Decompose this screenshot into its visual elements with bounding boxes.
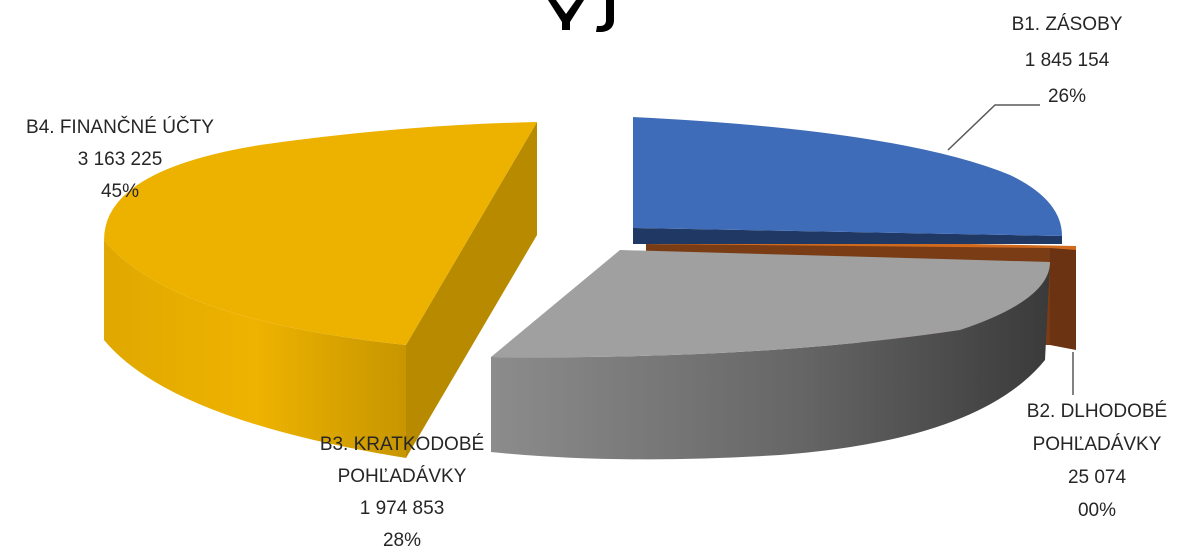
label-b3-percent: 28% — [383, 530, 421, 549]
slice-b1-face — [633, 228, 1062, 244]
data-label-b2: B2. DLHODOBÉ POHĽADÁVKY 25 074 00% — [1027, 401, 1167, 521]
slice-b3-top — [491, 250, 1050, 358]
slice-b3-side — [491, 262, 1050, 460]
label-b2-value: 25 074 — [1068, 467, 1127, 488]
label-b4-percent: 45% — [101, 181, 139, 202]
slice-b2-side — [1050, 248, 1076, 350]
data-label-b3: B3. KRATKODOBÉ POHĽADÁVKY 1 974 853 28% — [320, 434, 484, 549]
slice-b4-side — [104, 240, 406, 458]
label-b2-category-line1: B2. DLHODOBÉ — [1027, 401, 1167, 422]
slice-b4-top — [104, 122, 537, 345]
label-b1-percent: 26% — [1048, 86, 1086, 107]
chart-title-fragment — [548, 0, 614, 32]
slice-b4-cut-face — [406, 122, 537, 458]
data-label-b1: B1. ZÁSOBY 1 845 154 26% — [1012, 14, 1123, 107]
label-b1-value: 1 845 154 — [1025, 50, 1110, 71]
label-b2-percent: 00% — [1078, 500, 1116, 521]
leader-line-b1 — [947, 104, 1040, 151]
label-b3-value: 1 974 853 — [360, 498, 445, 519]
label-b4-value: 3 163 225 — [78, 149, 163, 170]
label-b1-category: B1. ZÁSOBY — [1012, 14, 1123, 35]
slice-b1-top — [633, 117, 1062, 236]
label-b3-category-line1: B3. KRATKODOBÉ — [320, 434, 484, 455]
slice-b3-kratkodobe-pohladavky[interactable] — [491, 250, 1050, 460]
leader-lines — [947, 104, 1074, 395]
slice-b1-zasoby[interactable] — [633, 117, 1062, 244]
data-label-b4: B4. FINANČNÉ ÚČTY 3 163 225 45% — [26, 116, 214, 202]
label-b3-category-line2: POHĽADÁVKY — [338, 466, 467, 487]
label-b4-category: B4. FINANČNÉ ÚČTY — [26, 116, 214, 138]
label-b2-category-line2: POHĽADÁVKY — [1033, 434, 1162, 455]
slice-b4-financne-ucty[interactable] — [104, 122, 537, 458]
